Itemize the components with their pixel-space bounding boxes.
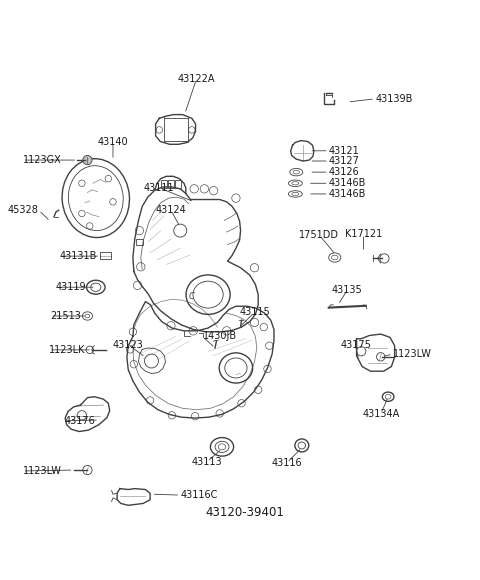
Text: 1430JB: 1430JB — [203, 331, 237, 342]
Text: 43116C: 43116C — [180, 490, 217, 500]
Text: 43146B: 43146B — [329, 178, 366, 188]
Text: 43123: 43123 — [113, 340, 144, 350]
Text: 43139B: 43139B — [375, 94, 412, 104]
Text: 1123LW: 1123LW — [23, 466, 61, 476]
Bar — [100, 252, 110, 259]
Bar — [175, 180, 180, 188]
Text: 43122A: 43122A — [178, 74, 215, 84]
Text: 43119: 43119 — [56, 282, 86, 292]
Text: 1123LW: 1123LW — [393, 349, 432, 359]
Text: 43115: 43115 — [239, 307, 270, 317]
Text: 45328: 45328 — [8, 205, 39, 215]
Text: 1123GX: 1123GX — [23, 155, 61, 165]
Text: C: C — [189, 292, 195, 302]
Text: 43111: 43111 — [144, 183, 175, 193]
Circle shape — [83, 155, 92, 165]
Bar — [168, 180, 174, 188]
Text: 43124: 43124 — [156, 205, 186, 215]
Bar — [161, 180, 167, 188]
Text: 43116: 43116 — [272, 458, 302, 467]
Text: 43140: 43140 — [97, 136, 128, 147]
Text: 43127: 43127 — [329, 156, 360, 166]
Text: 43113: 43113 — [192, 456, 222, 467]
Text: 43176: 43176 — [64, 416, 95, 426]
Text: 21513: 21513 — [50, 311, 81, 321]
Text: 1123LK: 1123LK — [49, 345, 86, 355]
Bar — [136, 239, 143, 245]
Text: 43135: 43135 — [332, 285, 363, 295]
Text: 43126: 43126 — [329, 167, 360, 177]
Text: 43131B: 43131B — [60, 251, 97, 261]
Text: 43134A: 43134A — [362, 409, 399, 419]
Text: 43120-39401: 43120-39401 — [206, 506, 285, 519]
Text: 43146B: 43146B — [329, 189, 366, 199]
Text: 43121: 43121 — [329, 146, 360, 156]
Text: 43175: 43175 — [340, 340, 371, 350]
Text: 1751DD: 1751DD — [300, 230, 339, 240]
Text: K17121: K17121 — [345, 229, 382, 240]
